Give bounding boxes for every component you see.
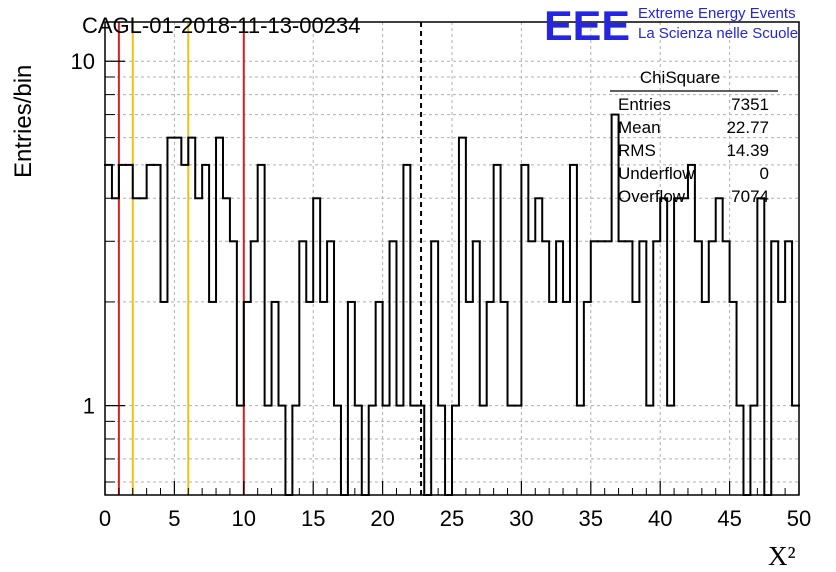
x-tick-label: 45 (717, 506, 741, 531)
chart-title: CAGL-01-2018-11-13-00234 (82, 13, 360, 38)
stats-title: ChiSquare (640, 68, 720, 87)
eee-logo-line1: Extreme Energy Events (638, 5, 796, 22)
x-tick-label: 15 (301, 506, 325, 531)
stats-row-label: Entries (618, 95, 671, 114)
eee-logo-letters: EEE (544, 2, 630, 49)
eee-logo-line2: La Scienza nelle Scuole (638, 25, 798, 42)
x-tick-label: 10 (232, 506, 256, 531)
stats-row-value: 14.39 (726, 141, 769, 160)
stats-row-value: 7074 (731, 187, 769, 206)
axis-tick-labels: 0 5 10 15 20 25 30 35 40 45 50 1 10 (71, 49, 812, 531)
x-tick-label: 0 (99, 506, 111, 531)
stats-box: ChiSquare Entries 7351 Mean 22.77 RMS 14… (610, 68, 778, 206)
x-tick-label: 40 (648, 506, 672, 531)
stats-row-label: Underflow (618, 164, 695, 183)
axis-ticks (104, 60, 800, 495)
y-axis-label: Entries/bin (10, 65, 37, 178)
y-tick-label: 10 (71, 49, 95, 74)
stats-row-value: 22.77 (726, 118, 769, 137)
x-tick-label: 30 (509, 506, 533, 531)
x-tick-label: 25 (440, 506, 464, 531)
y-tick-label: 1 (83, 394, 95, 419)
x-tick-label: 35 (579, 506, 603, 531)
x-tick-label: 50 (787, 506, 811, 531)
stats-row-value: 0 (760, 164, 769, 183)
x-tick-label: 5 (168, 506, 180, 531)
stats-row-label: Overflow (618, 187, 686, 206)
x-tick-label: 20 (370, 506, 394, 531)
x-axis-label: X² (768, 541, 796, 571)
stats-row: Entries 7351 (618, 95, 769, 114)
histogram-bins (104, 113, 800, 496)
stats-row: Underflow 0 (618, 164, 769, 183)
stats-row-value: 7351 (731, 95, 769, 114)
stats-row: RMS 14.39 (618, 141, 769, 160)
stats-row: Mean 22.77 (618, 118, 769, 137)
stats-row: Overflow 7074 (618, 187, 769, 206)
eee-logo: EEE Extreme Energy Events La Scienza nel… (544, 2, 798, 49)
reference-lines (117, 22, 423, 495)
stats-row-label: Mean (618, 118, 661, 137)
stats-row-label: RMS (618, 141, 656, 160)
